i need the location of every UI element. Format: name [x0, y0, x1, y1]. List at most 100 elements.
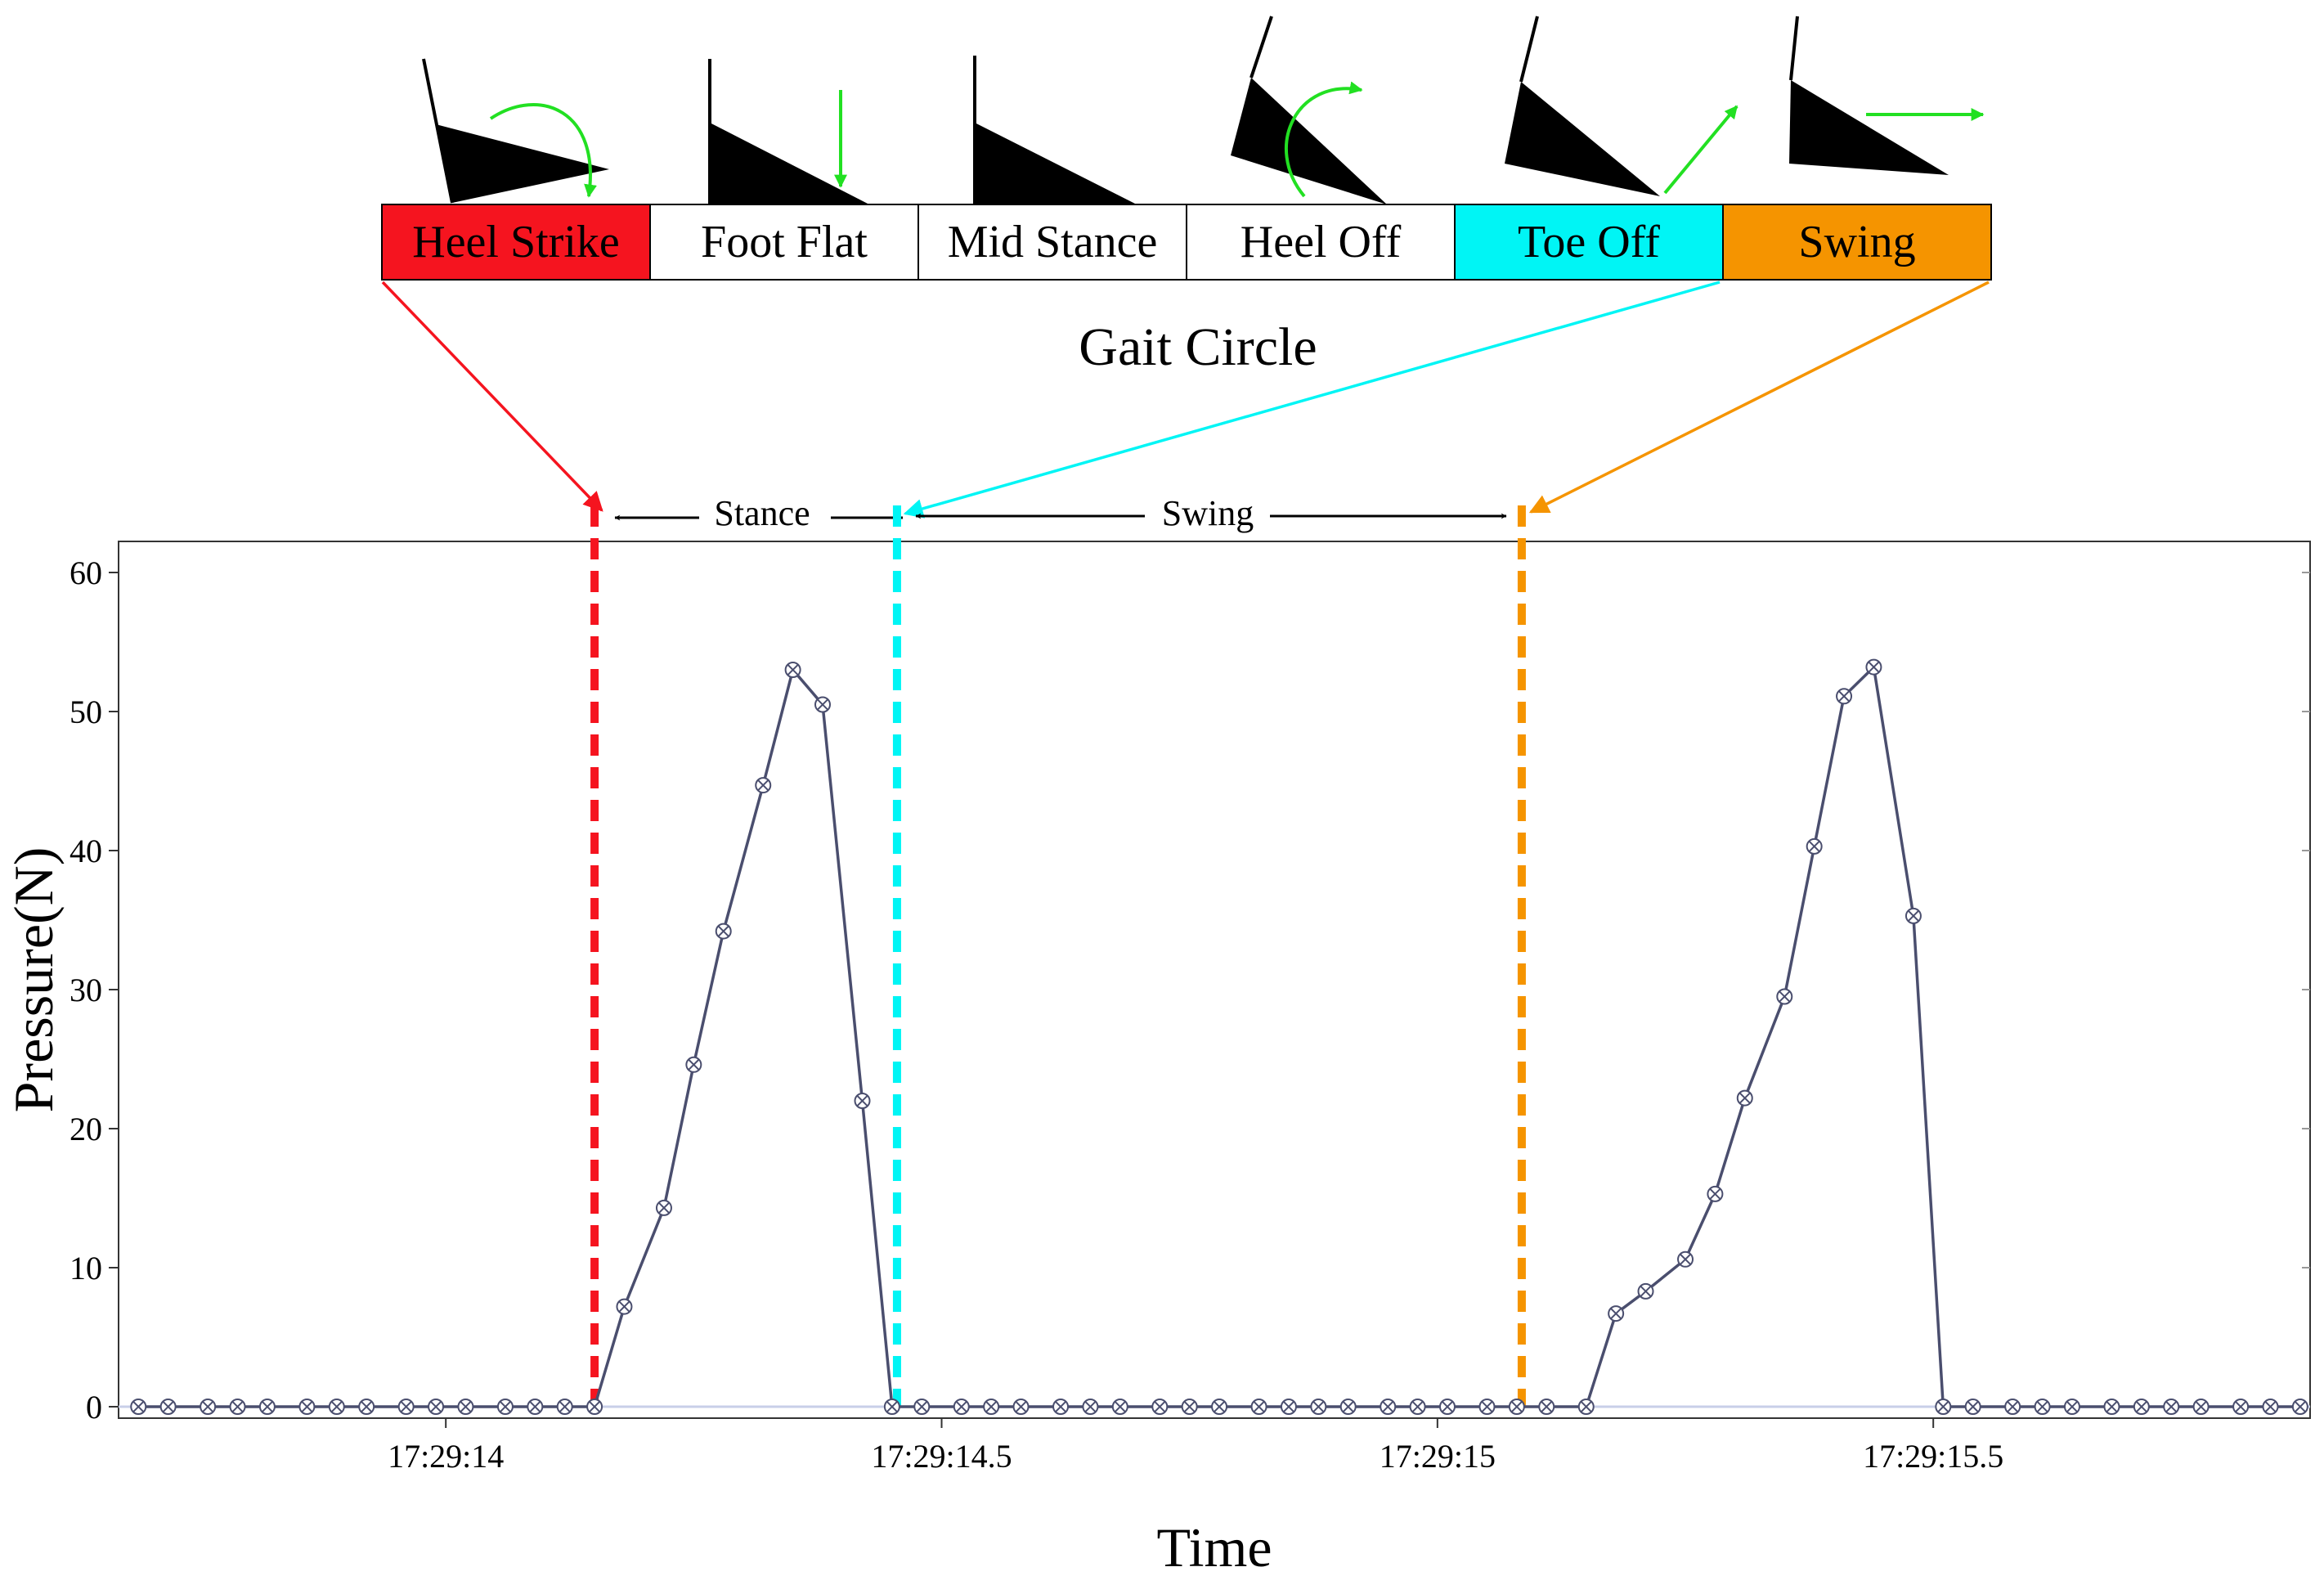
data-point [913, 1399, 931, 1415]
data-point [814, 696, 831, 713]
gait-circle-caption: Gait Circle [1079, 317, 1317, 377]
data-point [1836, 688, 1853, 705]
y-tick-label: 0 [86, 1389, 102, 1426]
x-tick-label: 17:29:14 [388, 1438, 504, 1475]
data-point [2103, 1399, 2120, 1415]
data-point [2291, 1399, 2308, 1415]
data-point [1905, 907, 1922, 924]
data-point [428, 1399, 445, 1415]
data-point [358, 1399, 375, 1415]
toe-off-pointer-arrow [903, 281, 1721, 519]
data-point [2163, 1399, 2180, 1415]
data-point [2262, 1399, 2279, 1415]
swing-pointer-arrow [1528, 281, 1990, 514]
data-point [229, 1399, 246, 1415]
y-axis: 0 10 20 30 40 50 60 [70, 555, 2310, 1426]
plot-frame [118, 541, 2311, 1419]
phase-label-foot-flat: Foot Flat [701, 217, 868, 267]
phase-label-heel-off: Heel Off [1241, 217, 1402, 267]
heel-strike-pointer-arrow [381, 281, 603, 512]
data-point [1438, 1399, 1456, 1415]
phase-label-swing: Swing [1798, 217, 1915, 267]
data-point [1478, 1399, 1496, 1415]
phase-box-swing: Swing [1722, 204, 1992, 281]
data-point [1181, 1399, 1198, 1415]
data-point [298, 1399, 316, 1415]
data-point [1776, 988, 1793, 1005]
data-point [1380, 1399, 1397, 1415]
data-point [2004, 1399, 2021, 1415]
data-point [586, 1399, 603, 1415]
data-point [2063, 1399, 2080, 1415]
data-point [1608, 1305, 1625, 1322]
pressure-series [130, 658, 2308, 1415]
data-point [1677, 1250, 1694, 1268]
y-tick-label: 60 [70, 555, 102, 591]
data-point [715, 923, 732, 940]
swing-span-label: Swing [1162, 493, 1254, 533]
data-point [2232, 1399, 2250, 1415]
data-point [953, 1399, 970, 1415]
data-point [1280, 1399, 1297, 1415]
x-axis: 17:29:14 17:29:14.5 17:29:15 17:29:15.5 [388, 1418, 2003, 1475]
data-point [258, 1399, 276, 1415]
data-point [1012, 1399, 1030, 1415]
data-point [496, 1399, 514, 1415]
phase-box-mid-stance: Mid Stance [917, 204, 1187, 281]
data-point [1111, 1399, 1128, 1415]
foot-icon-toe-off [1505, 16, 1739, 196]
y-tick-label: 40 [70, 833, 102, 869]
phase-box-fill [1454, 204, 1724, 281]
data-point [1409, 1399, 1426, 1415]
data-point [159, 1399, 177, 1415]
data-point [556, 1399, 573, 1415]
data-point [1082, 1399, 1099, 1415]
data-point [883, 1399, 900, 1415]
phase-label-mid-stance: Mid Stance [948, 217, 1158, 267]
gait-diagram: Heel Strike Foot Flat Mid Stance Heel Off To… [381, 16, 1992, 519]
data-point [397, 1399, 415, 1415]
phase-box-foot-flat: Foot Flat [649, 204, 919, 281]
y-tick-label: 50 [70, 694, 102, 730]
data-point [983, 1399, 1000, 1415]
phase-box-fill [381, 204, 651, 281]
data-point [2133, 1399, 2150, 1415]
data-point [1707, 1185, 1724, 1202]
stance-label: Stance [714, 493, 810, 533]
foot-icon-foot-flat [708, 59, 869, 204]
data-point [1052, 1399, 1070, 1415]
data-point [685, 1056, 702, 1073]
y-tick-label: 20 [70, 1111, 102, 1147]
foot-icon-heel-strike [422, 58, 609, 204]
phase-boxes: Heel Strike Foot Flat Mid Stance Heel Off To… [381, 204, 1992, 281]
data-point [1310, 1399, 1327, 1415]
data-point [1577, 1399, 1595, 1415]
data-point [1151, 1399, 1169, 1415]
data-point [2034, 1399, 2051, 1415]
data-point [1508, 1399, 1525, 1415]
foot-icon-swing [1789, 16, 1985, 175]
data-point [130, 1399, 147, 1415]
x-tick-label: 17:29:14.5 [871, 1438, 1012, 1475]
phase-box-heel-off: Heel Off [1186, 204, 1456, 281]
phase-label-toe-off: Toe Off [1518, 217, 1660, 267]
data-point [1339, 1399, 1357, 1415]
span-annotations: Stance Swing [614, 493, 1507, 533]
data-point [1736, 1089, 1753, 1107]
data-point [755, 777, 772, 794]
foot-icon-heel-off [1231, 16, 1387, 204]
phase-label-heel-strike: Heel Strike [412, 217, 619, 267]
data-point [655, 1199, 672, 1216]
data-point [1865, 658, 1882, 676]
phase-box-toe-off: Toe Off [1454, 204, 1724, 281]
data-point [1806, 837, 1823, 855]
data-point [1211, 1399, 1228, 1415]
data-point [457, 1399, 474, 1415]
data-point [854, 1093, 871, 1109]
x-axis-title: Time [1156, 1516, 1272, 1576]
data-point [1637, 1282, 1654, 1300]
phase-box-fill [1722, 204, 1992, 281]
pressure-chart: 0 10 20 30 40 50 60 17:29:14 17:29:14.5 17:29:15… [2, 505, 2311, 1576]
data-point [2192, 1399, 2210, 1415]
